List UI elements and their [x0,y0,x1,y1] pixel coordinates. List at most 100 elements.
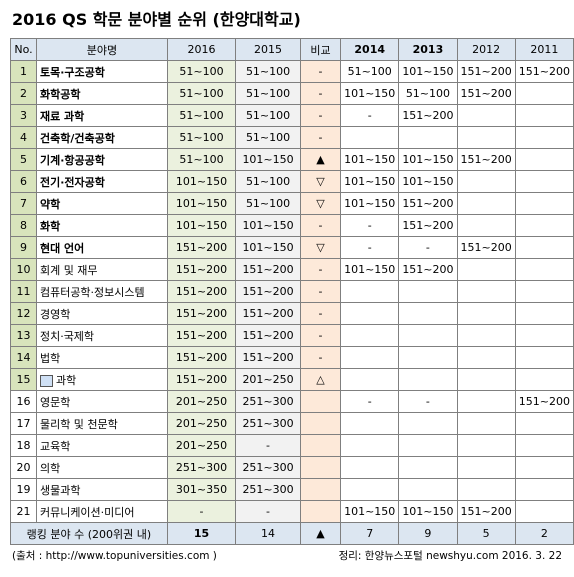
table-cell: 101~150 [398,170,458,193]
cell-text: - [318,131,323,144]
cell-text: 5 [482,527,490,540]
cell-text: 151~200 [175,373,228,386]
table-cell [456,280,516,303]
table-cell [299,412,342,435]
cell-text: 101~150 [175,197,228,210]
table-cell: - [340,104,400,127]
table-cell [514,104,574,127]
table-cell: 151~200 [235,280,301,303]
table-cell [456,368,516,391]
table-cell: 151~200 [166,346,237,369]
cell-text: - [367,395,372,408]
cell-text: 251~300 [242,483,294,496]
header-cell: 분야명 [35,38,168,61]
table-cell: 기계·항공공학 [35,148,168,171]
header-cell: 2016 [166,38,237,61]
table-cell: 251~300 [235,456,301,479]
table-cell [514,280,574,303]
table-cell [299,500,342,523]
table-cell: - [340,236,400,259]
cell-text: - [318,219,323,232]
cell-text: 18 [16,439,31,452]
table-row: 13 정치·국제학 151~200 151~200 - [10,324,574,347]
cell-text: 251~300 [175,461,228,474]
cell-text: 51~100 [245,131,291,144]
cell-text: 151~200 [460,241,512,254]
cell-text: 재료 과학 [39,109,85,123]
table-cell: 51~100 [235,104,301,127]
table-row: 2 화학공학 51~100 51~100 - 101~150 51~100 151~200 [10,82,574,105]
table-cell: 3 [10,104,37,127]
table-cell: 컴퓨터공학·정보시스템 [35,280,168,303]
table-row: 5 기계·항공공학 51~100 101~150 ▲ 101~150 101~150 151~… [10,148,574,171]
table-cell: - [299,82,342,105]
cell-text: - [318,109,323,122]
cell-text: 251~300 [242,461,294,474]
table-row: 7 약학 101~150 51~100 ▽ 101~150 151~200 [10,192,574,215]
cell-text: 건축학/건축공학 [39,131,115,145]
table-cell [340,434,400,457]
cell-text: 201~250 [242,373,294,386]
table-cell [398,368,458,391]
table-cell: 101~150 [340,170,400,193]
cell-text: 101~150 [175,175,228,188]
table-cell: - [299,346,342,369]
cell-text: 9 [424,527,432,540]
table-cell: 현대 언어 [35,236,168,259]
table-row: 14 법학 151~200 151~200 - [10,346,574,369]
cell-text: 생물과학 [39,483,81,497]
table-cell: ▽ [299,236,342,259]
cell-text: 51~100 [179,87,224,100]
table-cell: - [398,236,458,259]
table-cell: 경영학 [35,302,168,325]
table-cell: 101~150 [340,192,400,215]
cell-text: 151~200 [242,351,294,364]
cell-text: 전기·전자공학 [39,175,105,189]
cell-text: 5 [19,153,27,166]
cell-text: 151~200 [175,351,228,364]
cell-text: 151~200 [175,307,228,320]
footer-cell: 9 [398,522,458,545]
table-cell: 101~150 [166,170,237,193]
table-cell [398,456,458,479]
table-cell: 151~200 [514,390,574,413]
table-cell: 정치·국제학 [35,324,168,347]
table-cell: 101~150 [340,148,400,171]
cell-text: 3 [19,109,27,122]
table-cell: 의학 [35,456,168,479]
header-cell: No. [10,38,37,61]
cell-text: 151~200 [242,285,294,298]
table-cell: 151~200 [235,346,301,369]
table-cell: 101~150 [340,82,400,105]
table-cell [514,434,574,457]
cell-text: 21 [16,505,31,518]
table-cell [340,412,400,435]
cell-text: 201~250 [175,395,228,408]
table-cell [514,214,574,237]
cell-text: 2014 [354,43,386,56]
table-cell [398,434,458,457]
cell-text: 51~100 [245,197,291,210]
table-cell: 과학 [35,368,168,391]
cell-text: 151~200 [460,87,512,100]
table-cell: 19 [10,478,37,501]
cell-text: 화학 [39,219,61,233]
table-cell: 101~150 [166,214,237,237]
table-cell: 11 [10,280,37,303]
table-cell: ▽ [299,170,342,193]
table-cell: 51~100 [166,126,237,149]
table-cell: 9 [10,236,37,259]
table-cell [514,302,574,325]
table-cell: 화학공학 [35,82,168,105]
table-cell [514,192,574,215]
cell-text: 15 [16,373,31,386]
cell-text: 151~200 [175,263,228,276]
table-cell: 8 [10,214,37,237]
cell-text: - [367,241,372,254]
table-cell [456,104,516,127]
table-cell: 51~100 [166,148,237,171]
table-cell: 커뮤니케이션·미디어 [35,500,168,523]
table-cell: - [299,60,342,83]
footer-cell: 5 [456,522,516,545]
